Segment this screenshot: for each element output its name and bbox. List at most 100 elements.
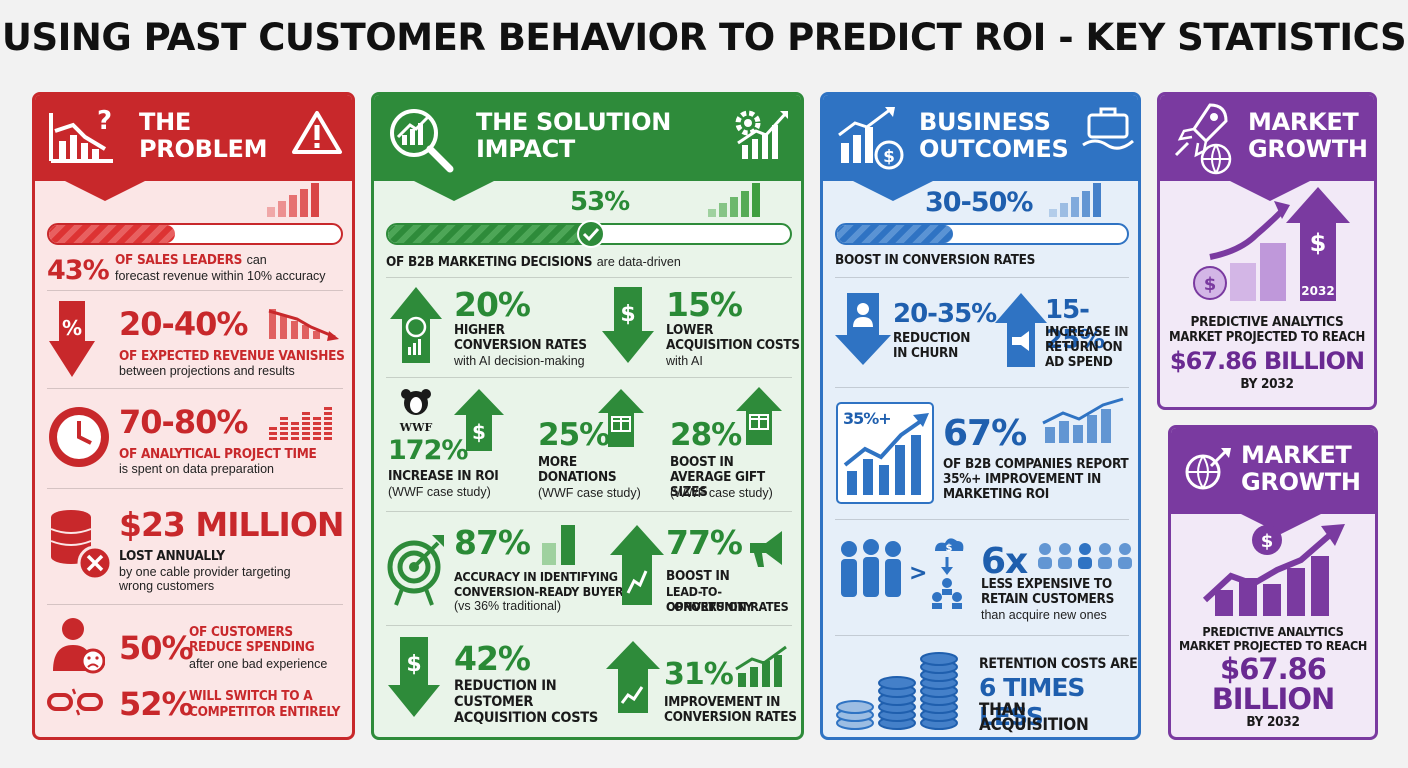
stat-caption: REDUCTION IN <box>454 678 557 694</box>
stat-caption: REDUCE SPENDING <box>189 639 315 655</box>
solution-title: THE SOLUTION IMPACT <box>476 109 671 163</box>
market-value: $67.86 <box>1220 652 1327 686</box>
market-growth-panel-2: MARKET GROWTH $ PREDICTIVE ANALYTICS MAR… <box>1168 425 1378 740</box>
stat-value: 20-40% <box>119 305 248 343</box>
chart-question-icon: ? <box>49 106 113 163</box>
problem-title: THE PROBLEM <box>139 108 268 163</box>
up-arrow-chart-icon <box>606 641 660 713</box>
stat-caption: IN CHURN <box>893 345 958 361</box>
market-value: BILLION <box>1211 682 1336 716</box>
solution-title-line2: IMPACT <box>476 135 575 163</box>
stat-sub: between projections and results <box>119 364 295 378</box>
stat-caption: OF SALES LEADERS <box>115 252 243 268</box>
stat-caption-tail: are data-driven <box>596 255 681 269</box>
stat-caption: RETURN ON <box>1045 339 1123 355</box>
stat-value: 50% <box>119 629 194 667</box>
money-people-icon <box>1038 543 1132 569</box>
stat-value: 15-25% <box>1045 295 1105 355</box>
megaphone-icon <box>750 531 782 567</box>
broken-chain-icon <box>47 688 103 716</box>
down-arrow-dollar-icon: $ <box>388 637 440 717</box>
outcomes-progress-bar <box>835 223 1129 245</box>
clock-icon <box>49 407 109 467</box>
stat-value: 30-50% <box>925 187 1033 218</box>
retention-line3: THAN ACQUISITION <box>979 700 1089 735</box>
stat-value: 87% <box>454 523 531 562</box>
problem-title-line1: THE <box>139 108 191 136</box>
divider <box>47 488 343 489</box>
equalizer-bars-icon <box>269 407 332 440</box>
svg-text:$: $ <box>472 420 486 444</box>
magnifier-growth-icon <box>390 109 454 173</box>
wwf-panda-logo: WWF <box>399 389 432 433</box>
market1-title: MARKET GROWTH <box>1248 109 1368 163</box>
stat-caption: OF ANALYTICAL PROJECT TIME <box>119 446 317 462</box>
stat-caption: ACCURACY IN IDENTIFYING <box>454 569 618 584</box>
stat-caption: INCREASE IN ROI <box>388 468 499 484</box>
briefcase-handshake-icon <box>1082 107 1134 150</box>
problem-progress-fill <box>49 225 175 243</box>
up-arrow-gift-icon <box>736 387 782 445</box>
greater-than-sign: > <box>909 561 927 586</box>
market-caption: PREDICTIVE ANALYTICS <box>1202 624 1344 639</box>
stat-sub: (WWF case study) <box>388 485 491 499</box>
stat-sub: (WWF case study) <box>538 486 641 500</box>
down-arrow-dollar-icon: $ <box>602 287 654 363</box>
stat-sub: forecast revenue within 10% accuracy <box>115 269 326 283</box>
stat-caption: CONVERSION RATES <box>664 709 797 725</box>
svg-text:$: $ <box>620 302 635 327</box>
market2-title: MARKET GROWTH <box>1241 442 1361 496</box>
market-caption: MARKET PROJECTED TO REACH <box>1169 330 1365 345</box>
stat-value: 20% <box>454 285 531 324</box>
stat-value: 20-35% <box>893 299 997 329</box>
mini-bar-chart-icon <box>708 181 760 217</box>
market-growth-panel-1: MARKET GROWTH $ 2032 $ PREDICTIVE ANALYT… <box>1157 92 1377 410</box>
up-arrow-brain-icon <box>390 287 442 363</box>
stat-caption: 35%+ IMPROVEMENT IN <box>943 471 1102 487</box>
divider <box>386 625 792 626</box>
stat-value: 53% <box>570 187 630 217</box>
solution-title-line1: THE SOLUTION <box>476 108 672 136</box>
svg-text:$: $ <box>406 652 421 677</box>
stat-caption: OF B2B COMPANIES REPORT <box>943 456 1129 472</box>
divider <box>47 290 343 291</box>
growth-chart-icon <box>735 645 787 687</box>
market-caption: MARKET PROJECTED TO REACH <box>1178 638 1368 653</box>
stat-value: 28% <box>670 417 742 453</box>
stat-caption: LOST ANNUALLY <box>119 548 225 564</box>
up-arrow-gift-icon <box>598 389 644 447</box>
stat-caption: IMPROVEMENT IN <box>664 694 781 710</box>
retention-value: 6 TIMES LESS <box>979 673 1085 731</box>
market1-title-line1: MARKET <box>1248 108 1359 136</box>
stat-caption: BOOST IN CONVERSION RATES <box>835 252 1036 268</box>
warning-icon <box>292 111 342 154</box>
divider <box>47 604 343 605</box>
stat-value: 70-80% <box>119 403 248 441</box>
globe-growth-icon <box>1185 448 1231 490</box>
stat-value: $23 MILLION <box>119 505 344 544</box>
problem-progress-bar <box>47 223 343 245</box>
stat-value: 31% <box>664 657 734 692</box>
stat-sub: by one cable provider targeting <box>119 565 291 579</box>
divider <box>835 635 1129 636</box>
outcomes-title-line1: BUSINESS <box>919 108 1051 136</box>
stat-caption: OF CUSTOMERS <box>189 624 293 640</box>
chart-label: 35%+ <box>843 409 892 428</box>
outcomes-header-notch <box>853 181 933 201</box>
market2-title-line2: GROWTH <box>1241 468 1361 496</box>
svg-text:$: $ <box>1261 531 1274 552</box>
svg-text:%: % <box>62 316 82 340</box>
problem-header-notch <box>65 181 145 201</box>
gear-chart-icon <box>735 110 788 159</box>
growth-chart-icon <box>1042 397 1124 443</box>
stat-sub: (WWF case study) <box>670 486 773 500</box>
stat-caption: ACQUISITION COSTS <box>454 710 598 726</box>
divider <box>386 511 792 512</box>
market1-header-notch <box>1230 181 1310 201</box>
stat-value: 172% <box>388 435 468 466</box>
solution-progress-fill <box>388 225 602 243</box>
svg-text:$: $ <box>1310 229 1327 257</box>
stat-caption: BOOST IN <box>670 454 734 470</box>
market2-title-line1: MARKET <box>1241 441 1352 469</box>
stat-value: 43% <box>47 255 110 286</box>
